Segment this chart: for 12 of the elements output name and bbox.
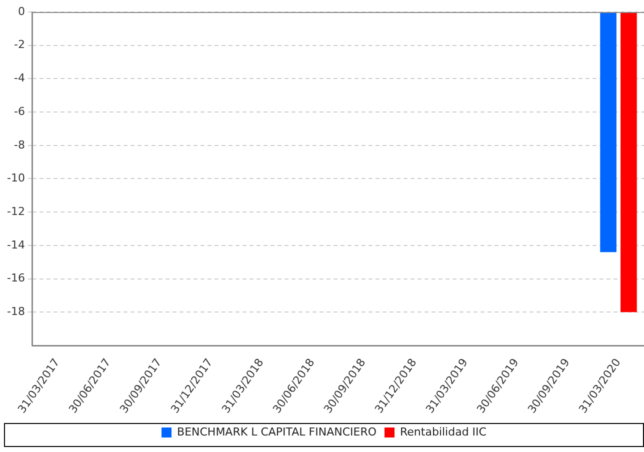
y-tick-label: -4	[14, 72, 25, 85]
y-tick-label: -6	[14, 104, 25, 118]
legend-label: BENCHMARK L CAPITAL FINANCIERO	[177, 425, 377, 438]
y-tick-label: 0	[18, 4, 25, 18]
legend-label: Rentabilidad IIC	[400, 425, 487, 438]
y-tick-label: -12	[7, 204, 25, 218]
y-tick-label: -16	[7, 272, 25, 285]
y-tick-label: -8	[14, 138, 25, 152]
y-tick-label: -10	[7, 172, 25, 185]
y-tick-label: -2	[14, 38, 25, 52]
y-tick-label: -18	[7, 305, 25, 318]
y-tick-label: -14	[7, 238, 25, 252]
